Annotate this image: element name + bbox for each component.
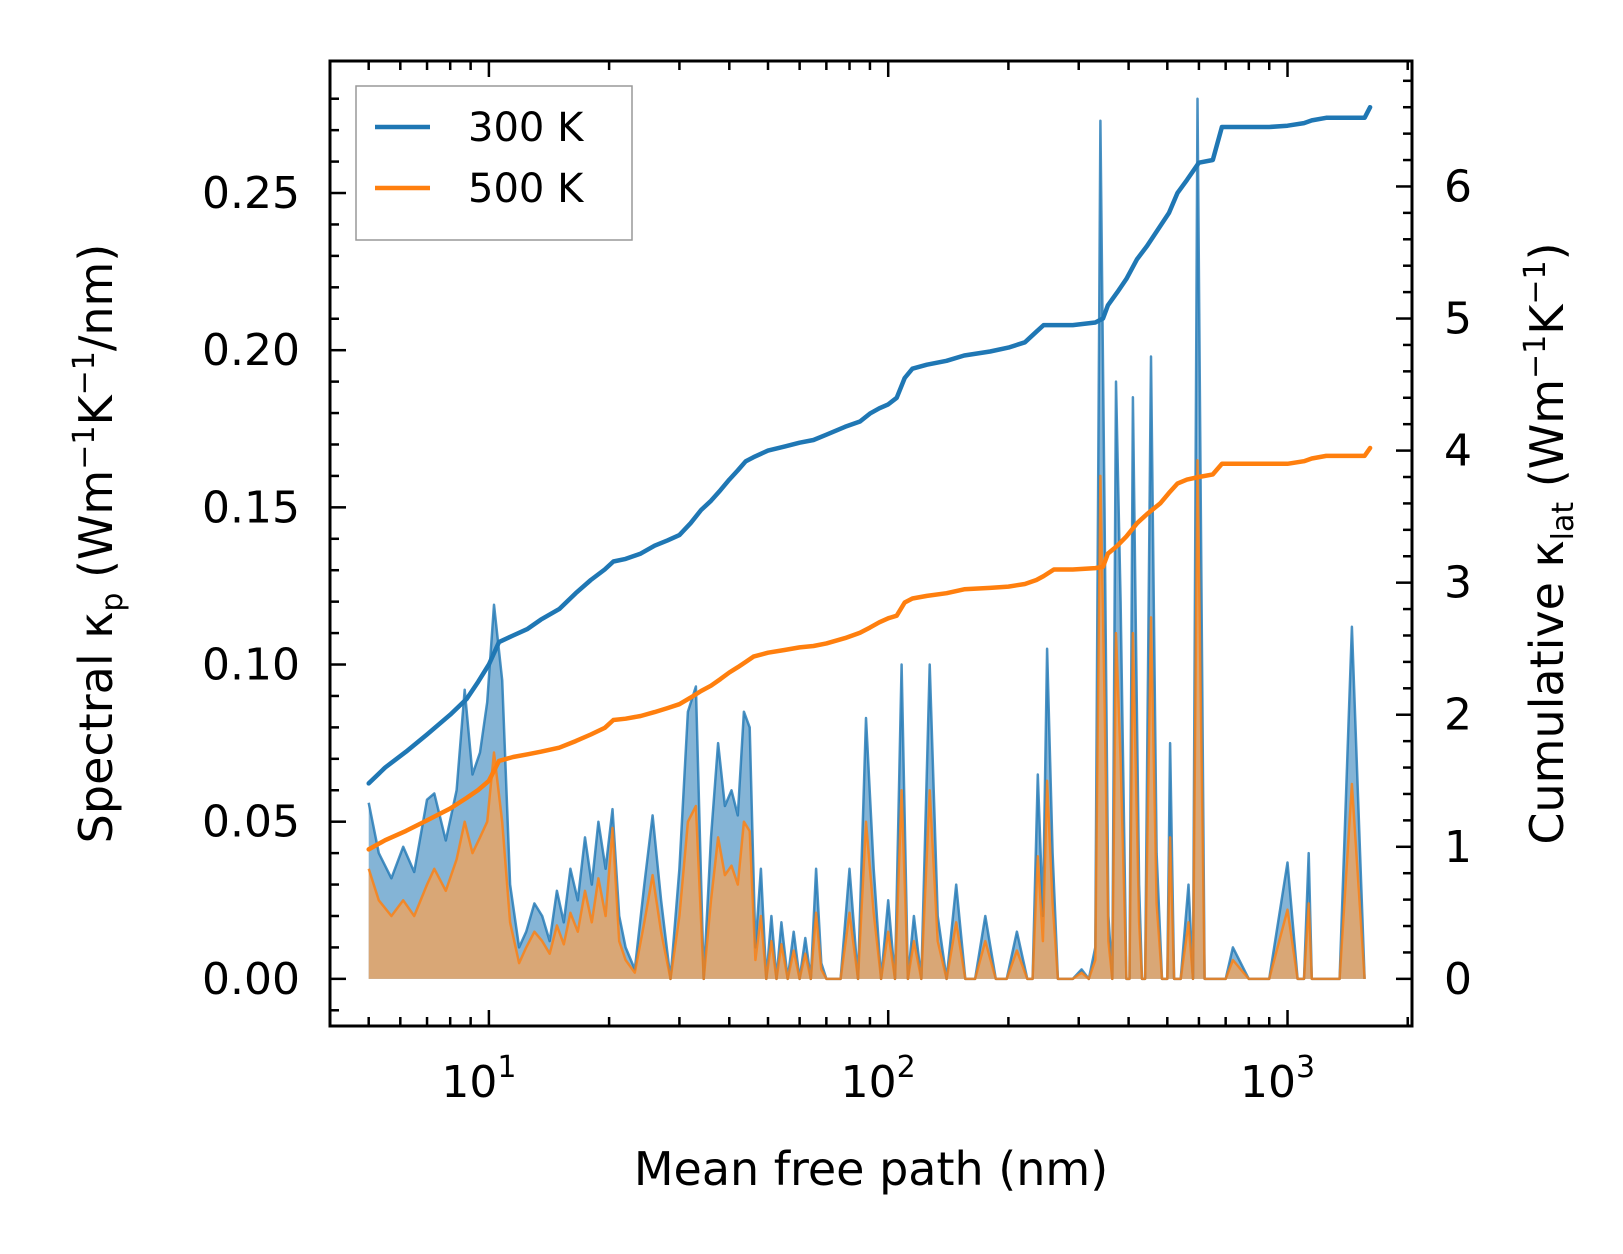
y-tick-label-right: 4 xyxy=(1444,426,1472,477)
x-tick-label: 101 xyxy=(441,1050,516,1108)
y-tick-label-right: 3 xyxy=(1444,558,1472,609)
legend-label-500k: 500 K xyxy=(468,166,585,212)
y-tick-label-right: 5 xyxy=(1444,294,1472,345)
y-tick-label-left: 0.10 xyxy=(202,640,300,691)
axis-ticks xyxy=(328,61,1412,1026)
x-tick-label: 102 xyxy=(841,1050,916,1108)
spectral-line-500k xyxy=(367,458,1366,981)
cumulative-line-500k xyxy=(366,445,1373,852)
y-axis-title-left: Spectral κp (Wm−1K−1/nm) xyxy=(67,244,130,844)
y-tick-label-right: 1 xyxy=(1444,822,1472,873)
legend-label-300k: 300 K xyxy=(468,105,585,151)
legend: 300 K 500 K xyxy=(355,85,633,241)
y-tick-label-left: 0.15 xyxy=(202,482,300,533)
y-tick-label-right: 0 xyxy=(1444,954,1472,1005)
y-tick-label-left: 0.20 xyxy=(202,325,300,376)
y-tick-label-left: 0.05 xyxy=(202,797,300,848)
cumulative-lines xyxy=(366,104,1373,852)
legend-box xyxy=(355,85,633,241)
y-tick-label-left: 0.25 xyxy=(202,168,300,219)
y-axis-title-right: Cumulative κlat (Wm−1K−1) xyxy=(1518,242,1581,844)
spectral-lines xyxy=(367,97,1366,981)
x-axis-title: Mean free path (nm) xyxy=(634,1142,1108,1196)
spectral-fill-500k xyxy=(368,460,1365,979)
cumulative-line-300k xyxy=(366,104,1373,786)
y-tick-label-right: 6 xyxy=(1444,161,1472,212)
x-tick-label: 103 xyxy=(1240,1050,1315,1108)
axis-tick-labels: 101 102 103 0.00 0.05 0.10 0.15 0.20 0.25 0 1 2 3 4 5 6 xyxy=(202,161,1472,1108)
y-tick-label-right: 2 xyxy=(1444,690,1472,741)
y-tick-label-left: 0.00 xyxy=(202,954,300,1005)
